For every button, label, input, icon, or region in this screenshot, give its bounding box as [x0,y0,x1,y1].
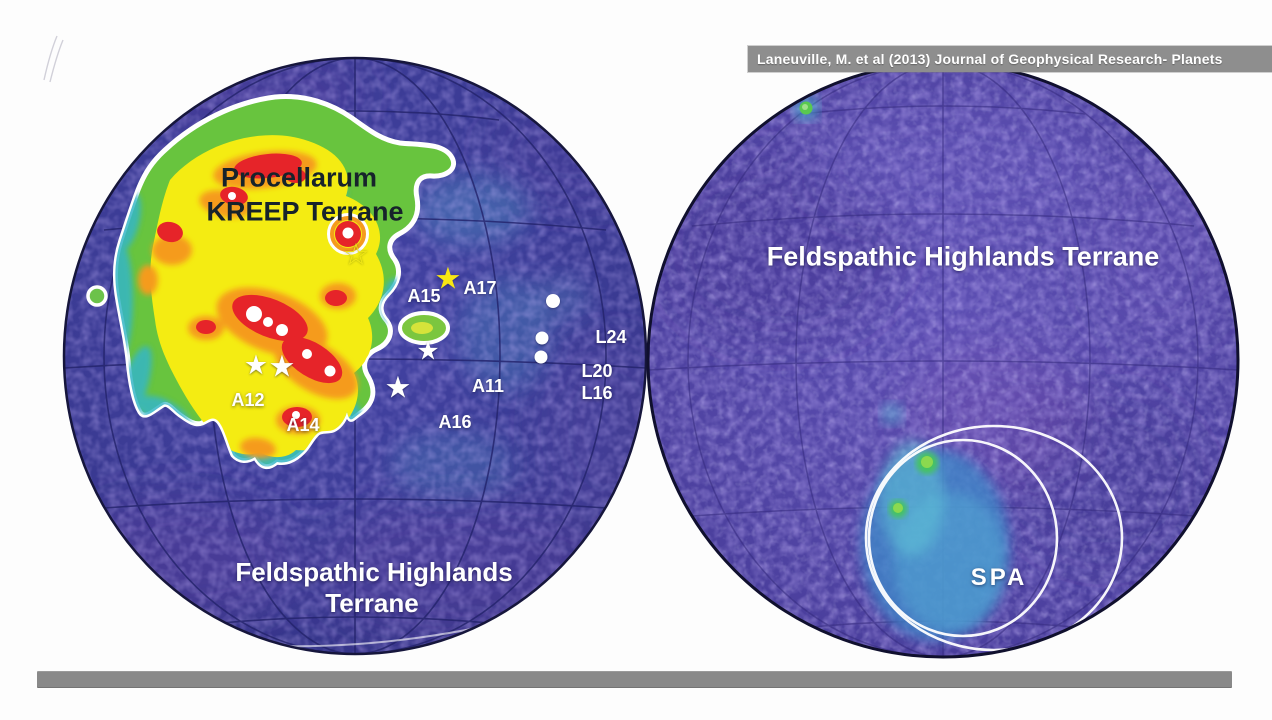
left-fht-label-line2: Terrane [325,588,419,618]
site-label-a16: A16 [438,412,472,432]
open-yellow-star-icon: ☆ [342,237,370,273]
yellow-star-icon: ★ [434,261,462,297]
left-disk-limb [62,56,648,656]
kreep-island [86,285,108,307]
white-star-icon-2: ★ [384,370,412,406]
white-star-icon-4: ★ [268,349,296,385]
video-progress-bar[interactable] [37,671,1232,688]
thorium-white-cores [228,192,336,419]
kreep-detached-lobe [398,311,450,345]
spa-basin-rings [864,424,1124,652]
kreep-terrane-title-line2: KREEP Terrane [206,196,404,227]
site-label-l20: L20 [581,361,613,381]
spa-basin-fill [861,440,1009,641]
white-star-icon-1: ★ [416,336,440,367]
site-label-l24: L24 [595,327,627,347]
red-donut-hotspot [327,213,369,255]
spa-label: SPA [970,564,1028,591]
kreep-terrane-title-line1: Procellarum [220,162,378,193]
right-hemisphere-disk [646,61,1240,659]
site-label-a17: A17 [463,278,497,298]
left-fht-label-line1: Feldspathic Highlands [235,557,513,587]
site-label-a15: A15 [407,286,441,306]
site-label-a11: A11 [471,376,505,396]
citation-bar: Laneuville, M. et al (2013) Journal of G… [748,46,1272,72]
pen-squiggle [43,35,64,83]
citation-text: Laneuville, M. et al (2013) Journal of G… [757,51,1223,67]
site-label-a12: A12 [231,390,265,410]
kreep-terrane-region [86,96,454,475]
luna-dot-icon-3 [534,350,548,364]
site-label-a14: A14 [286,415,320,435]
site-label-l16: L16 [581,383,613,403]
luna-dot-icon-1 [546,294,560,308]
right-fht-label: Feldspathic Highlands Terrane [766,241,1160,272]
luna-dot-icon-2 [535,331,549,345]
white-star-icon-3: ★ [243,350,269,382]
